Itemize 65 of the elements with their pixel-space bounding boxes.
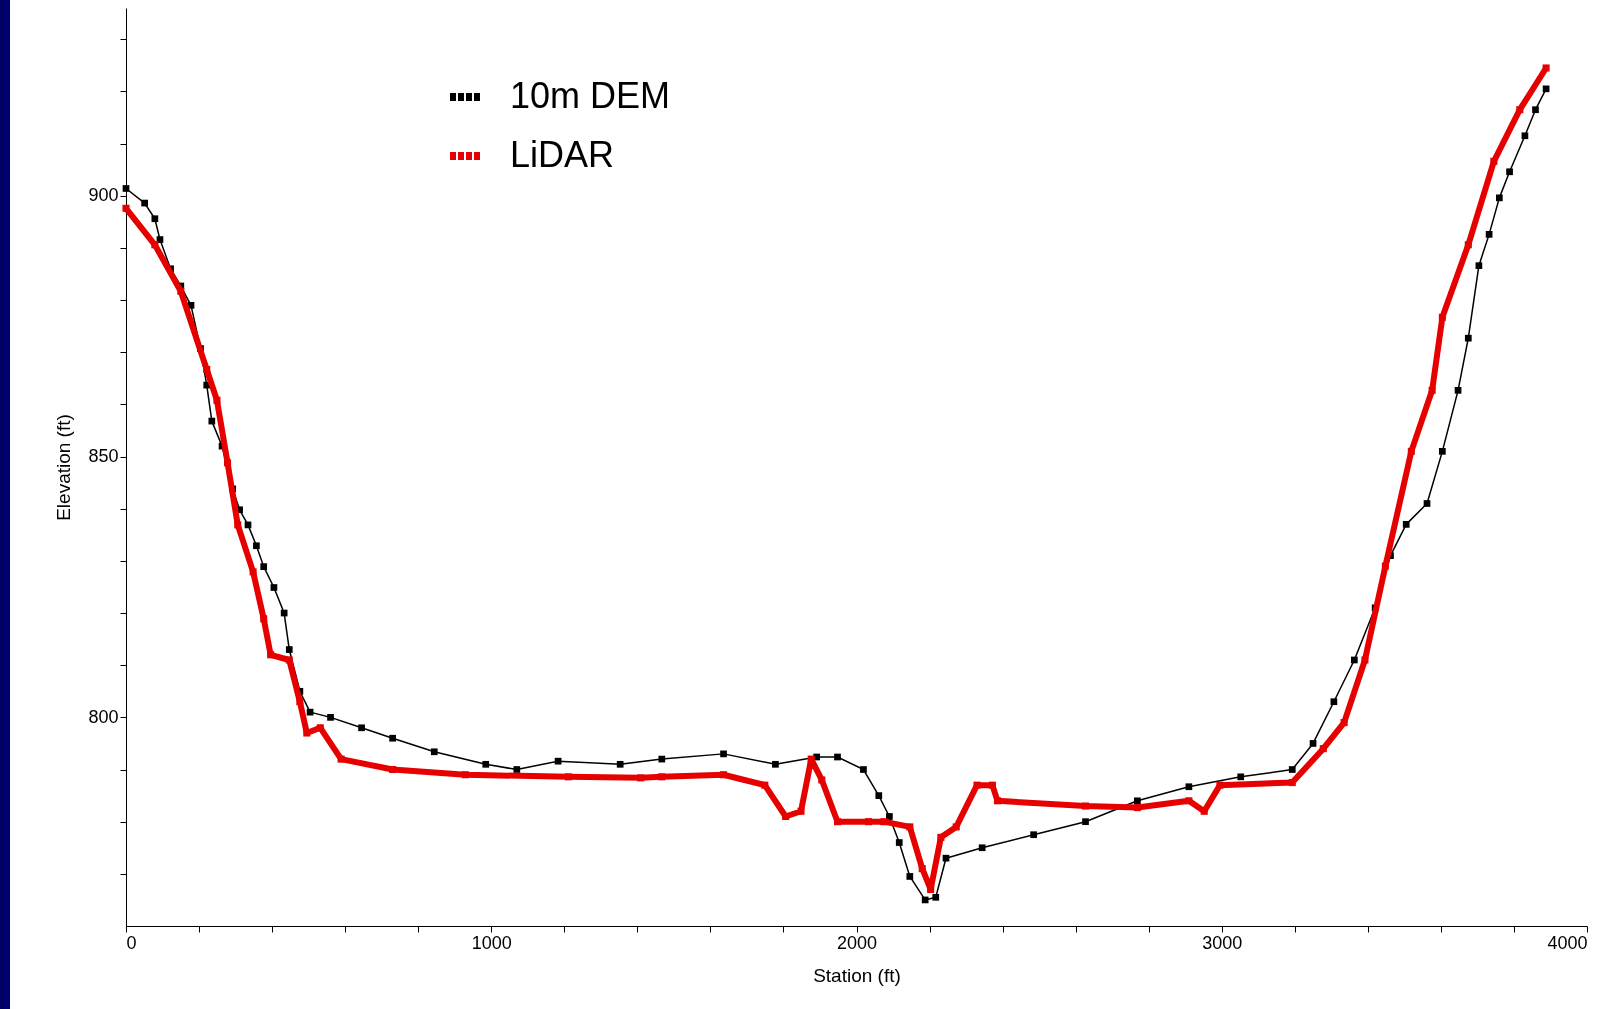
- point: [1319, 745, 1327, 753]
- point: [833, 818, 842, 826]
- point: [203, 365, 211, 373]
- point: [1516, 106, 1524, 114]
- point: [461, 771, 469, 779]
- point: [658, 773, 666, 781]
- point: [761, 781, 769, 789]
- point: [564, 773, 572, 781]
- point: [1185, 797, 1193, 805]
- point: [937, 833, 945, 841]
- point: [316, 724, 324, 732]
- point: [1361, 656, 1369, 664]
- y-axis-title: Elevation (ft): [53, 414, 75, 521]
- point: [285, 656, 293, 664]
- x-tick-label: 1000: [471, 932, 512, 953]
- x-tick-label: 4000: [1547, 932, 1588, 953]
- point: [337, 755, 345, 763]
- point: [1490, 157, 1498, 165]
- point: [1428, 386, 1436, 394]
- point: [303, 729, 311, 737]
- point: [389, 765, 397, 774]
- point: [918, 865, 926, 873]
- point: [177, 287, 185, 295]
- point: [797, 807, 805, 815]
- point: [720, 771, 728, 779]
- y-tick-label: 800: [88, 706, 119, 727]
- point: [818, 776, 826, 784]
- point: [993, 797, 1002, 805]
- point: [224, 459, 232, 467]
- point: [782, 812, 790, 820]
- x-axis-title: Station (ft): [813, 964, 901, 986]
- point: [260, 615, 268, 623]
- point: [267, 651, 275, 659]
- point: [1340, 719, 1348, 727]
- point: [1438, 313, 1446, 321]
- x-tick-label: 2000: [836, 932, 878, 953]
- point: [296, 698, 304, 706]
- point: [906, 823, 914, 831]
- point: [807, 755, 815, 763]
- y-tick-label: 850: [88, 446, 119, 467]
- point: [249, 568, 257, 576]
- point: [1216, 781, 1224, 789]
- x-tick-label: 0: [126, 932, 137, 953]
- y-tick-label: 900: [88, 185, 119, 206]
- point: [1288, 779, 1296, 787]
- point: [865, 818, 873, 826]
- point: [973, 781, 981, 789]
- point: [1133, 804, 1141, 812]
- point: [213, 396, 221, 404]
- point: [1542, 64, 1550, 72]
- point: [927, 885, 935, 894]
- point: [880, 818, 888, 826]
- legend-label: 10m DEM: [510, 75, 671, 116]
- point: [151, 241, 159, 249]
- x-tick-label: 3000: [1202, 932, 1243, 953]
- point: [988, 781, 996, 789]
- point: [1081, 802, 1090, 810]
- legend-label: LiDAR: [510, 134, 615, 175]
- point: [1407, 447, 1415, 455]
- point: [952, 823, 960, 831]
- point: [1464, 241, 1472, 249]
- point: [1381, 562, 1389, 570]
- point: [234, 521, 242, 529]
- point: [122, 204, 130, 212]
- point: [637, 774, 645, 782]
